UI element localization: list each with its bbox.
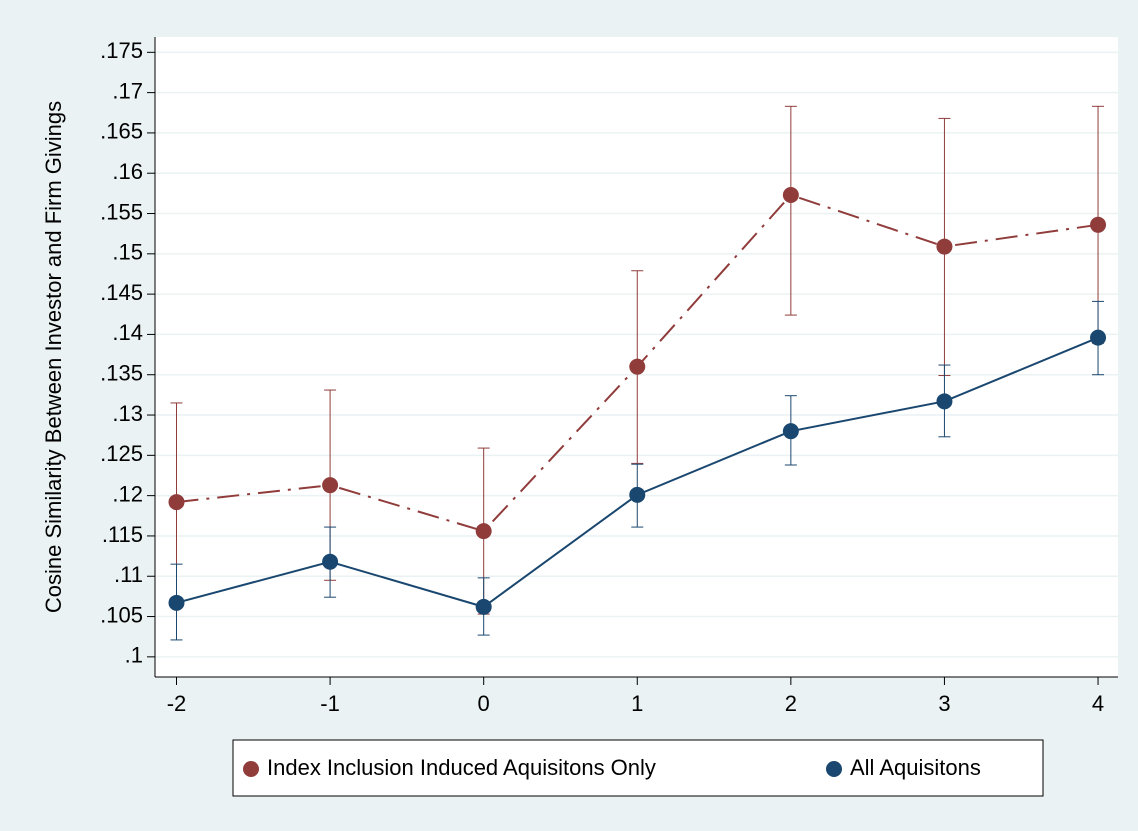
x-tick-label: 4 xyxy=(1092,691,1104,716)
plot-area xyxy=(155,37,1118,677)
legend-label: Index Inclusion Induced Aquisitons Only xyxy=(267,755,656,780)
y-tick-label: .175 xyxy=(100,38,143,63)
y-tick-label: .14 xyxy=(112,320,143,345)
y-axis-title: Cosine Similarity Between Investor and F… xyxy=(41,101,66,613)
data-point xyxy=(629,358,646,375)
data-point xyxy=(322,477,339,494)
x-tick-label: -2 xyxy=(167,691,187,716)
data-point xyxy=(168,494,185,511)
y-tick-label: .135 xyxy=(100,361,143,386)
x-tick-label: 3 xyxy=(938,691,950,716)
x-tick-label: -1 xyxy=(320,691,340,716)
y-tick-label: .1 xyxy=(125,643,143,668)
data-point xyxy=(782,186,799,203)
y-tick-label: .13 xyxy=(112,401,143,426)
y-tick-label: .11 xyxy=(114,562,143,587)
data-point xyxy=(322,553,339,570)
y-tick-label: .155 xyxy=(100,199,143,224)
data-point xyxy=(475,523,492,540)
y-tick-label: .165 xyxy=(100,119,143,144)
x-tick-label: 2 xyxy=(785,691,797,716)
y-tick-label: .15 xyxy=(112,240,143,265)
y-tick-label: .145 xyxy=(100,280,143,305)
y-tick-label: .16 xyxy=(112,159,143,184)
data-point xyxy=(1090,216,1107,233)
data-point xyxy=(936,393,953,410)
error-bar xyxy=(784,105,797,316)
data-point xyxy=(629,486,646,503)
y-tick-label: .12 xyxy=(112,481,143,506)
data-point xyxy=(168,594,185,611)
y-tick-label: .125 xyxy=(100,441,143,466)
y-tick-label: .105 xyxy=(100,602,143,627)
data-point xyxy=(475,598,492,615)
data-point xyxy=(1090,329,1107,346)
legend-box xyxy=(232,739,1044,797)
legend-marker xyxy=(826,761,842,777)
y-tick-label: .17 xyxy=(112,78,143,103)
legend-label: All Aquisitons xyxy=(850,755,981,780)
legend-marker xyxy=(243,761,259,777)
data-point xyxy=(936,238,953,255)
x-tick-label: 1 xyxy=(631,691,643,716)
y-tick-label: .115 xyxy=(102,522,143,547)
data-point xyxy=(782,423,799,440)
x-tick-label: 0 xyxy=(478,691,490,716)
